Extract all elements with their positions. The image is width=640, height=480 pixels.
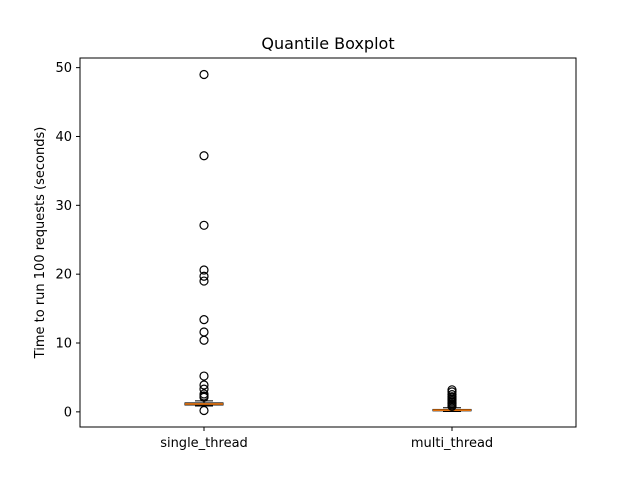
y-axis: 0 10 20 30 40 50 <box>55 61 80 420</box>
outlier-point <box>199 151 209 161</box>
outlier-point <box>199 327 209 337</box>
y-axis-label: Time to run 100 requests (seconds) <box>33 127 48 360</box>
y-tick-label: 0 <box>64 405 72 420</box>
outlier-point <box>199 405 209 416</box>
y-tick-label: 10 <box>55 337 72 352</box>
outlier-point <box>199 276 209 286</box>
outlier-point <box>199 265 209 275</box>
outlier-point <box>199 315 209 325</box>
x-axis: single_thread multi_thread <box>160 427 493 451</box>
outlier-point <box>199 220 209 230</box>
outlier-point <box>199 271 209 281</box>
outlier-point <box>447 401 457 411</box>
box-groups <box>184 69 472 416</box>
outlier-point <box>199 371 209 381</box>
x-tick-label: multi_thread <box>411 436 493 451</box>
plot-frame <box>79 57 577 428</box>
y-tick-label: 50 <box>55 61 72 76</box>
outlier-point <box>199 69 209 80</box>
box-group-multi_thread <box>432 385 472 413</box>
outlier-point <box>199 380 209 390</box>
outlier-point <box>199 392 209 402</box>
box-group-single_thread <box>184 69 224 416</box>
chart-title: Quantile Boxplot <box>261 34 394 53</box>
y-tick-label: 40 <box>55 130 72 145</box>
y-tick-label: 30 <box>55 199 72 214</box>
outlier-point <box>199 335 209 345</box>
x-tick-label: single_thread <box>160 436 248 451</box>
y-tick-label: 20 <box>55 268 72 283</box>
